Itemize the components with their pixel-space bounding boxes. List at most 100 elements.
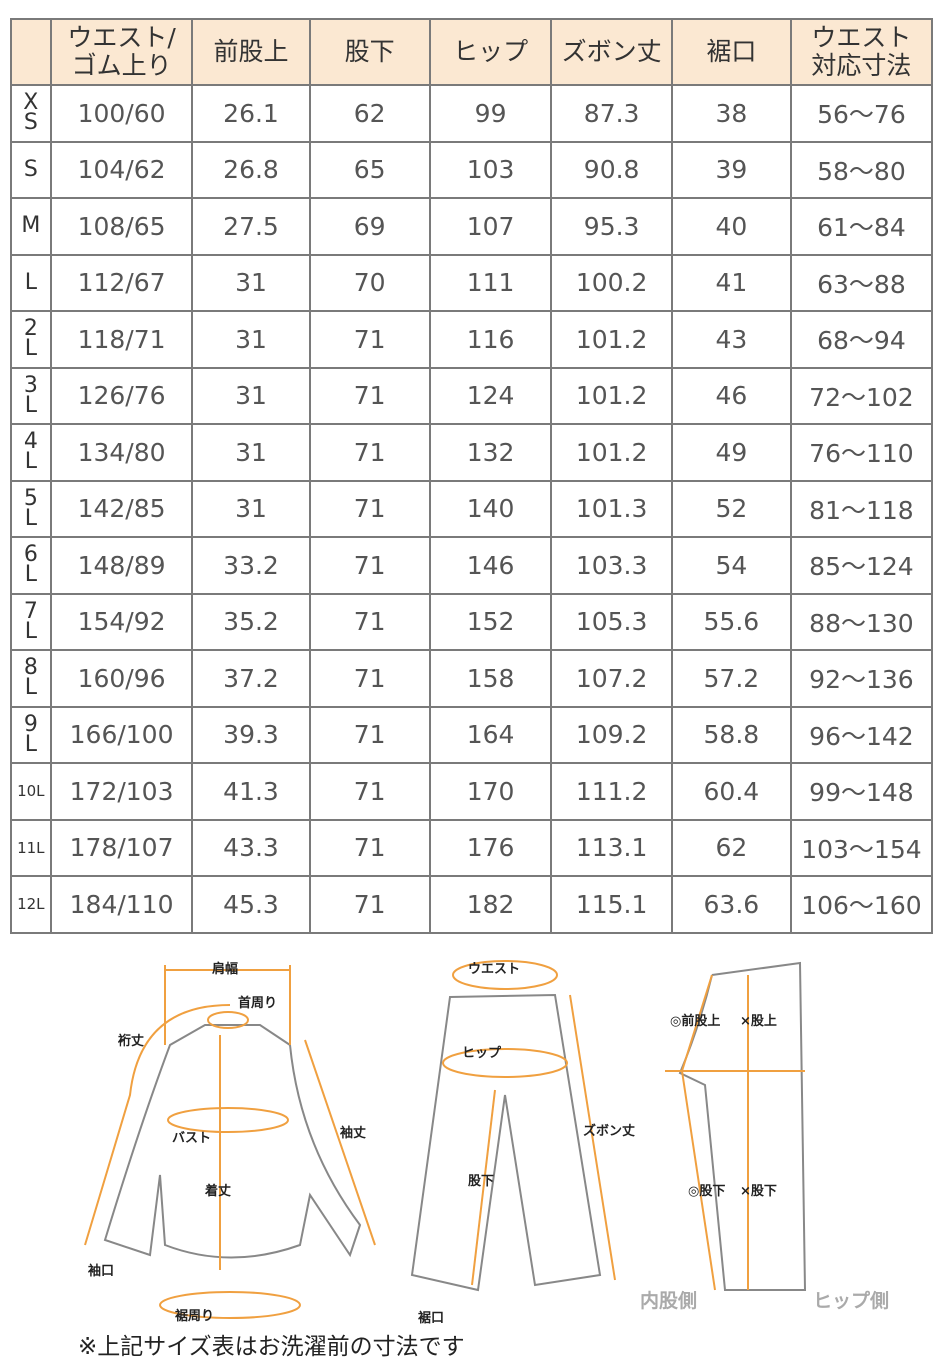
table-cell: 126/76 — [49, 366, 194, 425]
shirt-measure-lines — [84, 965, 376, 1319]
label-yuki: 裄丈 — [117, 1033, 144, 1049]
label-shoulder: 肩幅 — [212, 961, 238, 977]
table-cell: 166/100 — [49, 705, 194, 764]
table-row: 12L 184/110 45.3 71 182 115.1 63.6 106～160 — [10, 875, 934, 934]
table-cell: 71 — [308, 479, 431, 538]
table-cell: 39 — [670, 140, 792, 199]
table-row: 9 L 166/100 39.3 71 164 109.2 58.8 96～142 — [10, 705, 934, 764]
table-cell: 71 — [308, 705, 431, 764]
table-cell: 35.2 — [191, 592, 311, 651]
label-pants-length: ズボン丈 — [583, 1123, 635, 1139]
table-cell: 70 — [308, 253, 431, 312]
table-row: 11L 178/107 43.3 71 176 113.1 62 103～154 — [10, 818, 934, 877]
table-row: 10L 172/103 41.3 71 170 111.2 60.4 99～148 — [10, 762, 934, 821]
size-label: 12L — [10, 875, 52, 934]
table-row: 4 L 134/80 31 71 132 101.2 49 76～110 — [10, 423, 934, 482]
table-cell: 38 — [670, 84, 792, 143]
table-cell: 105.3 — [550, 592, 673, 651]
label-waist: ウエスト — [468, 962, 520, 977]
table-cell: 71 — [308, 875, 431, 934]
table-cell: 40 — [670, 197, 792, 256]
table-cell: 124 — [428, 366, 553, 425]
table-cell: 68～94 — [789, 310, 934, 369]
table-cell: 41 — [670, 253, 792, 312]
table-cell: 71 — [308, 536, 431, 595]
label-inseam: 股下 — [468, 1174, 494, 1189]
table-row: L 112/67 31 70 111 100.2 41 63～88 — [10, 253, 934, 312]
table-row: 7 L 154/92 35.2 71 152 105.3 55.6 88～130 — [10, 592, 934, 651]
table-cell: 112/67 — [49, 253, 194, 312]
table-cell: 142/85 — [49, 479, 194, 538]
table-cell: 172/103 — [49, 762, 194, 821]
table-row: 5 L 142/85 31 71 140 101.3 52 81～118 — [10, 479, 934, 538]
table-cell: 100.2 — [550, 253, 673, 312]
size-table: ウエスト/ゴム上り 前股上 股下 ヒップ ズボン丈 裾口 ウエスト 対応寸法 X S 100/60… — [10, 18, 934, 934]
table-cell: 31 — [191, 366, 311, 425]
column-header: 裾口 — [670, 18, 792, 86]
table-cell: 140 — [428, 479, 553, 538]
table-cell: 26.8 — [191, 140, 311, 199]
column-header: ウエスト/ゴム上り — [49, 18, 194, 86]
table-cell: 69 — [308, 197, 431, 256]
table-cell: 101.2 — [550, 423, 673, 482]
table-cell: 100/60 — [49, 84, 194, 143]
table-cell: 109.2 — [550, 705, 673, 764]
table-cell: 71 — [308, 762, 431, 821]
table-cell: 54 — [670, 536, 792, 595]
label-bust: バスト — [172, 1131, 211, 1146]
table-cell: 31 — [191, 253, 311, 312]
table-cell: 56～76 — [789, 84, 934, 143]
table-cell: 184/110 — [49, 875, 194, 934]
table-cell: 85～124 — [789, 536, 934, 595]
column-header: ヒップ — [428, 18, 553, 86]
table-cell: 31 — [191, 479, 311, 538]
size-label: 10L — [10, 762, 52, 821]
table-cell: 152 — [428, 592, 553, 651]
table-cell: 113.1 — [550, 818, 673, 877]
table-cell: 106～160 — [789, 875, 934, 934]
table-row: X S 100/60 26.1 62 99 87.3 38 56～76 — [10, 84, 934, 143]
table-cell: 45.3 — [191, 875, 311, 934]
label-hip: ヒップ — [462, 1046, 502, 1061]
column-header: 前股上 — [191, 18, 311, 86]
table-cell: 39.3 — [191, 705, 311, 764]
table-cell: 88～130 — [789, 592, 934, 651]
label-bad-inseam: ×股下 — [740, 1184, 777, 1199]
table-row: 2 L 118/71 31 71 116 101.2 43 68～94 — [10, 310, 934, 369]
table-cell: 107 — [428, 197, 553, 256]
label-pants-hem: 裾口 — [418, 1310, 444, 1326]
table-cell: 31 — [191, 423, 311, 482]
table-cell: 164 — [428, 705, 553, 764]
size-label: M — [10, 197, 52, 256]
column-header: 股下 — [308, 18, 431, 86]
table-cell: 107.2 — [550, 649, 673, 708]
pants-measure-lines — [442, 960, 616, 1286]
table-cell: 103.3 — [550, 536, 673, 595]
table-cell: 92～136 — [789, 649, 934, 708]
wash-note: ※上記サイズ表はお洗濯前の寸法です — [78, 1334, 465, 1360]
table-cell: 101.2 — [550, 366, 673, 425]
column-header: ズボン丈 — [550, 18, 673, 86]
label-hip-side: ヒップ側 — [813, 1289, 889, 1312]
table-cell: 62 — [308, 84, 431, 143]
table-cell: 71 — [308, 310, 431, 369]
table-cell: 43.3 — [191, 818, 311, 877]
table-cell: 118/71 — [49, 310, 194, 369]
label-inner-side: 内股側 — [640, 1289, 697, 1312]
table-cell: 96～142 — [789, 705, 934, 764]
table-cell: 60.4 — [670, 762, 792, 821]
table-cell: 62 — [670, 818, 792, 877]
table-cell: 71 — [308, 818, 431, 877]
label-neck: 首周り — [238, 995, 277, 1011]
table-cell: 52 — [670, 479, 792, 538]
table-cell: 71 — [308, 423, 431, 482]
side-measure-lines — [665, 974, 805, 1291]
side-view-outline — [678, 961, 807, 1291]
size-label: S — [10, 140, 52, 199]
table-cell: 33.2 — [191, 536, 311, 595]
